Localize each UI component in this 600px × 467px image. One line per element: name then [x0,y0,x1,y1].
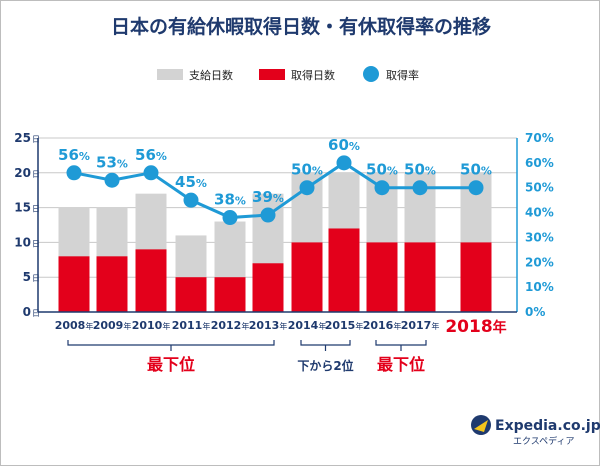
brand-plane-icon [474,420,488,432]
y-left-tick-unit: 日 [32,170,40,179]
rate-value-label: 50% [291,161,323,179]
y-left-tick-label: 25 [14,131,31,145]
x-tick-label-2017: 2017年 [401,319,440,332]
rate-value-label: 45% [175,173,207,191]
y-right-tick-label: 30% [525,230,554,244]
legend-label-taken: 取得日数 [291,69,335,82]
rate-point-2015 [336,155,352,171]
x-tick-label-2018: 2018年 [445,317,506,337]
x-tick-label-2008: 2008年 [55,319,94,332]
chart-title: 日本の有給休暇取得日数・有休取得率の推移 [111,15,491,38]
legend-label-rate: 取得率 [386,68,419,82]
bar-taken-2009 [96,256,128,312]
rate-line [66,155,484,226]
y-left-tick-unit: 日 [32,239,40,248]
legend-swatch-taken [259,69,285,80]
bars [58,172,492,312]
rate-value-label: 38% [214,191,246,209]
rate-point-2009 [104,172,120,188]
y-left-tick-label: 20 [14,166,31,180]
legend-marker-rate [363,66,379,82]
rate-value-label: 56% [135,146,167,164]
rate-point-2013 [260,207,276,223]
rate-point-2010 [143,165,159,181]
rate-value-label: 56% [58,146,90,164]
group-bracket [67,340,275,351]
rate-value-label: 50% [366,161,398,179]
y-left-tick-unit: 日 [32,205,40,214]
bar-taken-2017 [404,242,436,312]
y-right-tick-label: 40% [525,206,554,220]
bar-taken-2011 [175,277,207,312]
rate-point-2008 [66,165,82,181]
x-tick-label-2010: 2010年 [132,319,171,332]
rate-point-2018 [468,180,484,196]
legend-swatch-granted [157,69,183,80]
brand-logo: Expedia.co.jp エクスペディア [471,415,600,447]
legend-label-granted: 支給日数 [189,68,233,82]
bar-taken-2015 [328,228,360,312]
rate-value-label: 60% [328,136,360,154]
y-left-tick-unit: 日 [32,309,40,318]
y-right-tick-label: 60% [525,156,554,170]
bar-taken-2013 [252,263,284,312]
rate-value-label: 50% [404,161,436,179]
bar-taken-2018 [460,242,492,312]
rate-point-2014 [299,180,315,196]
y-right-tick-label: 70% [525,131,554,145]
ranking-groups: 最下位 下から2位 最下位 [67,340,427,374]
y-left-tick-label: 0 [23,305,31,319]
rate-labels: 56% 53% 56% 45% 38% 39% 50% 60% 50% 50% 50% [58,136,492,209]
legend: 支給日数 取得日数 取得率 [157,66,419,82]
x-tick-label-2015: 2015年 [325,319,364,332]
y-right-tick-label: 20% [525,255,554,269]
bar-taken-2008 [58,256,90,312]
y-right-tick-label: 50% [525,181,554,195]
group-label: 最下位 [377,355,425,374]
brand-name: Expedia.co.jp [495,418,600,434]
rate-value-label: 53% [96,153,128,171]
y-left-tick-label: 10 [14,235,31,249]
group-label: 最下位 [147,355,195,374]
group-label: 下から2位 [297,358,353,373]
group-bracket [375,340,427,351]
x-tick-label-2013: 2013年 [249,319,288,332]
brand-subname: エクスペディア [513,435,574,447]
y-right-tick-label: 0% [525,305,545,319]
x-tick-label-2009: 2009年 [93,319,132,332]
x-tick-label-2016: 2016年 [363,319,402,332]
rate-value-label: 50% [460,161,492,179]
axes: 0 日5 日10 日15 日20 日25 日0%10%20%30%40%50%60%70% [14,131,553,319]
y-left-tick-label: 5 [23,270,31,284]
x-axis-ticks: 2008年 2009年 2010年 2011年 2012年 2013年 2014年2015年… [55,317,507,337]
bar-taken-2014 [291,242,323,312]
rate-point-2011 [183,192,199,208]
x-tick-label-2011: 2011年 [172,319,211,332]
y-left-tick-unit: 日 [32,135,40,144]
bar-taken-2012 [214,277,246,312]
bar-taken-2010 [135,249,167,312]
y-left-tick-label: 15 [14,201,31,215]
x-tick-label-2014: 2014年 [288,319,327,332]
rate-value-label: 39% [252,188,284,206]
y-left-tick-unit: 日 [32,274,40,283]
rate-point-2012 [222,210,238,226]
group-bracket [300,340,351,351]
rate-point-2017 [412,180,428,196]
y-right-tick-label: 10% [525,280,554,294]
rate-point-2016 [374,180,390,196]
x-tick-label-2012: 2012年 [211,319,250,332]
bar-taken-2016 [366,242,398,312]
